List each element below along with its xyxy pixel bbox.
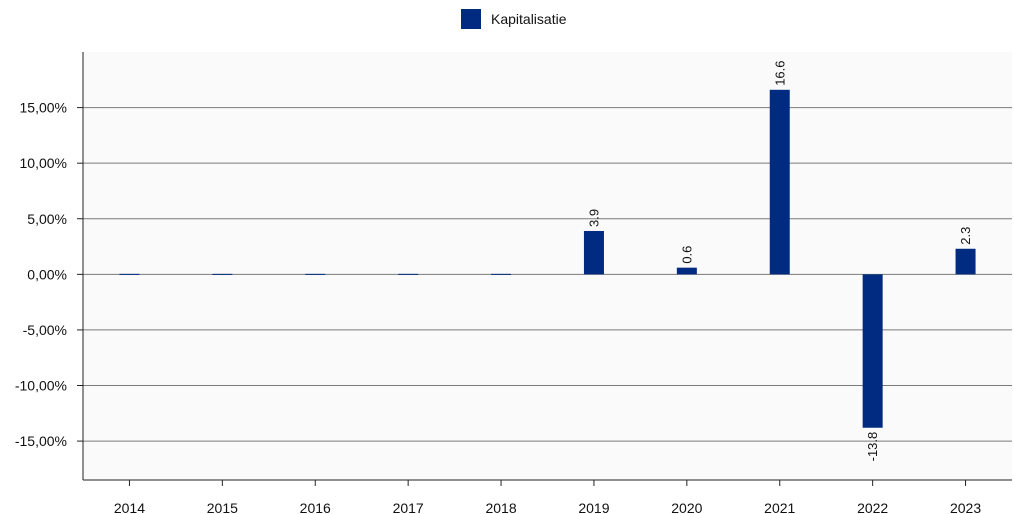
y-tick-label: 0,00%: [27, 266, 67, 282]
bar-value-label: 3.9: [586, 209, 601, 227]
legend: Kapitalisatie: [461, 9, 567, 29]
y-tick-label: -10,00%: [15, 378, 67, 394]
x-tick-label: 2014: [114, 500, 145, 514]
bars: [119, 89, 976, 428]
y-tick-label: 15,00%: [20, 100, 67, 116]
bar-value-label: -13.8: [865, 432, 880, 462]
y-tick-label: 5,00%: [27, 211, 67, 227]
axes: [82, 52, 1012, 481]
bar-value-label: 2.3: [958, 227, 973, 245]
plot-area: [83, 52, 1012, 480]
legend-label: Kapitalisatie: [491, 11, 567, 27]
legend-swatch: [461, 9, 481, 29]
bar-value-label: 0.6: [679, 246, 694, 264]
bar-labels: 3.9 0.6 16.6 -13.8 2.3: [586, 60, 973, 461]
bar: [769, 89, 790, 275]
bar: [862, 274, 883, 428]
y-tick-label: 10,00%: [20, 155, 67, 171]
bar-value-label: 16.6: [772, 60, 787, 85]
bar: [676, 267, 697, 275]
x-tick-label: 2021: [764, 500, 795, 514]
y-axis-ticks: 15,00% 10,00% 5,00% 0,00% -5,00% -10,00% -15,0…: [15, 100, 83, 449]
bar: [955, 248, 976, 275]
x-tick-label: 2019: [578, 500, 609, 514]
gridlines: [83, 107, 1012, 442]
bar: [583, 230, 604, 275]
x-tick-label: 2020: [671, 500, 702, 514]
x-tick-label: 2022: [857, 500, 888, 514]
y-tick-label: -15,00%: [15, 433, 67, 449]
x-tick-label: 2018: [485, 500, 516, 514]
x-tick-label: 2017: [393, 500, 424, 514]
y-tick-label: -5,00%: [23, 322, 67, 338]
x-tick-label: 2015: [207, 500, 238, 514]
x-tick-label: 2016: [300, 500, 331, 514]
x-axis-ticks: 2014 2015 2016 2017 2018 2019 2020 2021 2022 2023: [114, 480, 981, 514]
x-tick-label: 2023: [950, 500, 981, 514]
